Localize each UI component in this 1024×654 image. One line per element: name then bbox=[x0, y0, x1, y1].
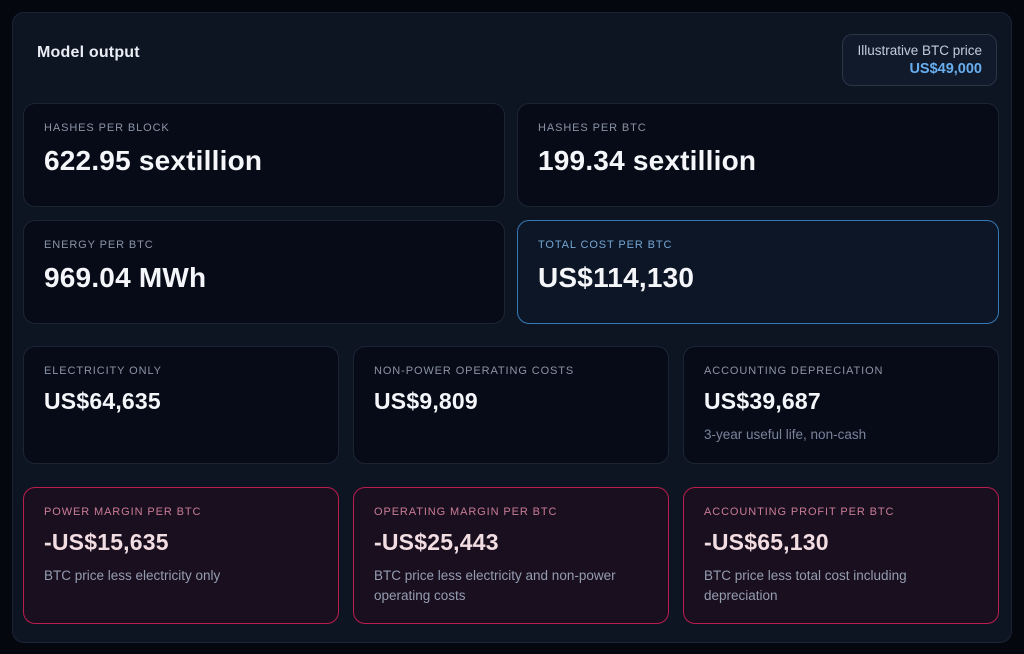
card-note: BTC price less electricity only bbox=[44, 568, 221, 583]
btc-price-badge-label: Illustrative BTC price bbox=[857, 43, 982, 58]
panel-header: Model output Illustrative BTC price US$4… bbox=[23, 23, 1001, 86]
card-label: ELECTRICITY ONLY bbox=[44, 365, 162, 377]
card-label: ENERGY PER BTC bbox=[44, 239, 154, 251]
stats-row-cost-breakdown: ELECTRICITY ONLY US$64,635 NON-POWER OPE… bbox=[23, 346, 999, 464]
page-title: Model output bbox=[37, 44, 140, 61]
card-label: ACCOUNTING DEPRECIATION bbox=[704, 365, 884, 377]
model-output-panel: Model output Illustrative BTC price US$4… bbox=[12, 12, 1012, 643]
card-hashes-per-block: HASHES PER BLOCK 622.95 sextillion bbox=[23, 103, 505, 207]
card-label: HASHES PER BLOCK bbox=[44, 122, 170, 134]
card-value: US$39,687 bbox=[704, 388, 821, 414]
stats-row-margins: POWER MARGIN PER BTC -US$15,635 BTC pric… bbox=[23, 487, 999, 625]
card-label: OPERATING MARGIN PER BTC bbox=[374, 506, 558, 518]
card-operating-margin-per-btc: OPERATING MARGIN PER BTC -US$25,443 BTC … bbox=[353, 487, 669, 625]
card-value: 969.04 MWh bbox=[44, 262, 207, 293]
card-value: US$114,130 bbox=[538, 262, 695, 293]
card-value: US$64,635 bbox=[44, 388, 161, 414]
stats-row-hashes: HASHES PER BLOCK 622.95 sextillion HASHE… bbox=[23, 103, 999, 207]
card-value: 199.34 sextillion bbox=[538, 145, 757, 176]
card-value: -US$65,130 bbox=[704, 529, 829, 555]
card-non-power-operating-costs: NON-POWER OPERATING COSTS US$9,809 bbox=[353, 346, 669, 464]
card-value: -US$15,635 bbox=[44, 529, 169, 555]
btc-price-badge: Illustrative BTC price US$49,000 bbox=[842, 34, 997, 86]
card-power-margin-per-btc: POWER MARGIN PER BTC -US$15,635 BTC pric… bbox=[23, 487, 339, 625]
stats-row-energy-cost: ENERGY PER BTC 969.04 MWh TOTAL COST PER… bbox=[23, 220, 999, 324]
card-energy-per-btc: ENERGY PER BTC 969.04 MWh bbox=[23, 220, 505, 324]
card-label: POWER MARGIN PER BTC bbox=[44, 506, 202, 518]
card-value: 622.95 sextillion bbox=[44, 145, 263, 176]
card-value: -US$25,443 bbox=[374, 529, 499, 555]
card-label: TOTAL COST PER BTC bbox=[538, 239, 673, 251]
card-total-cost-per-btc: TOTAL COST PER BTC US$114,130 bbox=[517, 220, 999, 324]
card-value: US$9,809 bbox=[374, 388, 478, 414]
card-note: BTC price less total cost including depr… bbox=[704, 568, 907, 603]
card-electricity-only: ELECTRICITY ONLY US$64,635 bbox=[23, 346, 339, 464]
card-hashes-per-btc: HASHES PER BTC 199.34 sextillion bbox=[517, 103, 999, 207]
card-note: BTC price less electricity and non-power… bbox=[374, 568, 616, 603]
btc-price-badge-value: US$49,000 bbox=[909, 61, 982, 77]
card-label: HASHES PER BTC bbox=[538, 122, 647, 134]
card-label: ACCOUNTING PROFIT PER BTC bbox=[704, 506, 895, 518]
card-accounting-depreciation: ACCOUNTING DEPRECIATION US$39,687 3-year… bbox=[683, 346, 999, 464]
card-note: 3-year useful life, non-cash bbox=[704, 427, 867, 442]
card-label: NON-POWER OPERATING COSTS bbox=[374, 365, 575, 377]
card-accounting-profit-per-btc: ACCOUNTING PROFIT PER BTC -US$65,130 BTC… bbox=[683, 487, 999, 625]
